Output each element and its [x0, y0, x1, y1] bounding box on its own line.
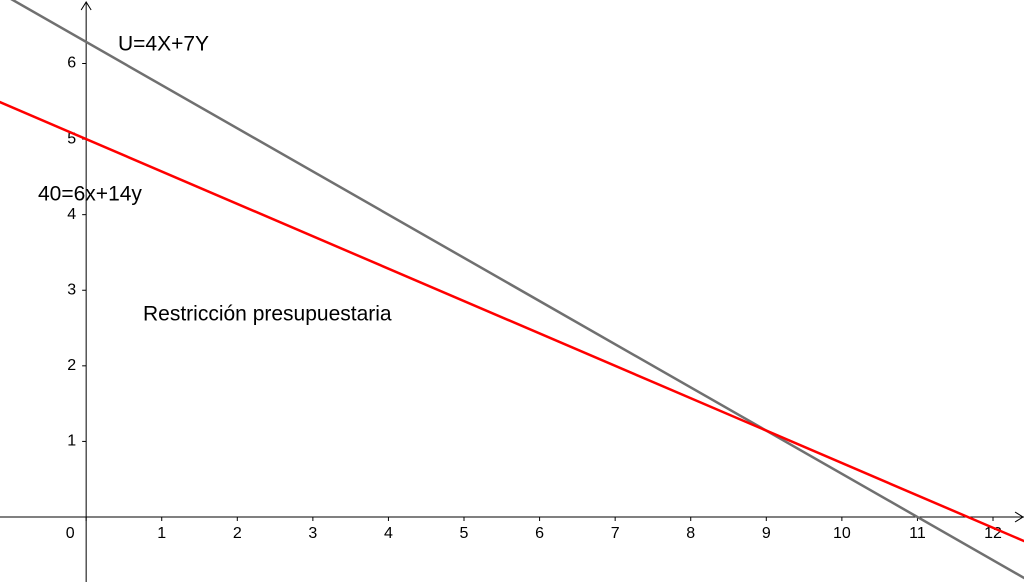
x-tick-label: 4: [384, 525, 393, 542]
x-tick-label: 10: [833, 525, 851, 542]
x-tick-label: 9: [762, 525, 771, 542]
y-tick-label: 6: [67, 55, 76, 72]
line: [0, 100, 1024, 543]
x-tick-label: 5: [460, 525, 469, 542]
annotation: Restricción presupuestaria: [143, 303, 392, 326]
line-label: U=4X+7Y: [118, 33, 209, 56]
y-tick-label: 3: [67, 281, 76, 298]
x-tick-label: 1: [157, 525, 166, 542]
y-tick-label: 2: [67, 357, 76, 374]
x-tick-label: 7: [611, 525, 620, 542]
y-tick-label: 4: [67, 206, 76, 223]
axis-arrow: [80, 1, 92, 11]
x-tick-label: 2: [233, 525, 242, 542]
x-tick-label: 0: [66, 525, 75, 542]
x-tick-label: 6: [535, 525, 544, 542]
x-tick-label: 11: [909, 525, 926, 542]
y-tick-label: 5: [67, 130, 76, 147]
line-label: 40=6x+14y: [38, 183, 142, 206]
axis-arrow: [1014, 511, 1024, 523]
y-tick-label: 1: [67, 433, 76, 450]
x-tick-label: 3: [308, 525, 317, 542]
x-tick-label: 8: [686, 525, 695, 542]
